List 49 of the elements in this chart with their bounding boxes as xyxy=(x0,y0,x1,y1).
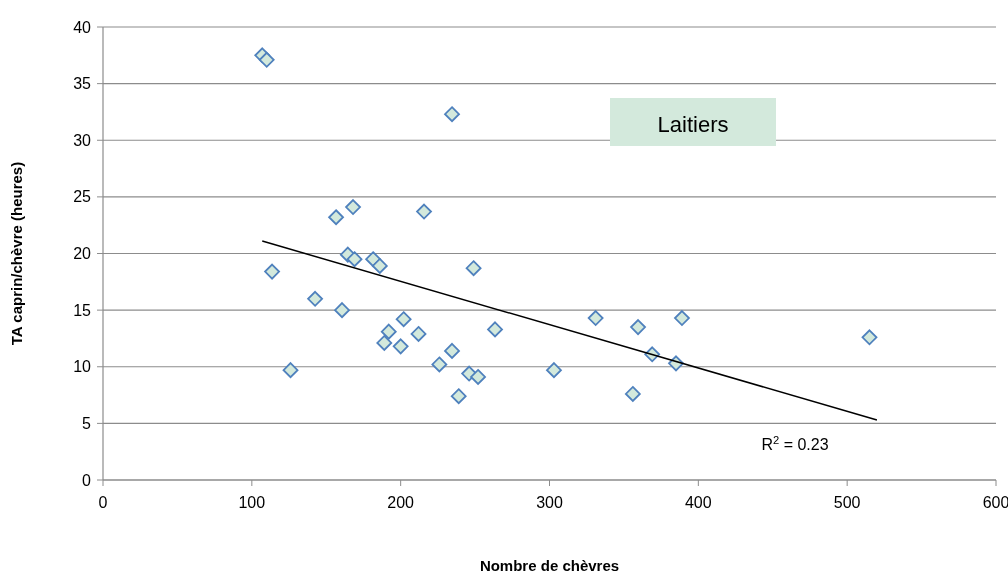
x-tick-label: 100 xyxy=(238,494,266,511)
point xyxy=(258,51,275,68)
x-tick-label: 500 xyxy=(833,494,861,511)
y-tick-label: 0 xyxy=(82,471,92,489)
point xyxy=(371,258,388,274)
point xyxy=(264,263,280,280)
point xyxy=(431,356,448,373)
x-tick-label: 300 xyxy=(536,494,563,511)
point xyxy=(444,342,460,359)
x-tick-label: 600 xyxy=(982,494,1008,511)
annotation: Laitiers xyxy=(657,112,729,137)
y-tick-label: 40 xyxy=(73,18,92,36)
point xyxy=(346,251,363,268)
point xyxy=(416,203,432,220)
point xyxy=(392,338,409,355)
point xyxy=(624,386,641,402)
point xyxy=(587,310,604,326)
point xyxy=(861,329,878,346)
point xyxy=(282,362,299,379)
point xyxy=(376,335,393,351)
point xyxy=(380,323,397,340)
y-tick-label: 25 xyxy=(73,188,92,206)
y-axis-title: TA caprin/chèvre (heures) xyxy=(8,161,25,346)
x-axis-title: Nombre de chèvres xyxy=(479,557,620,574)
point xyxy=(546,362,562,379)
point xyxy=(487,321,503,338)
point xyxy=(307,290,323,307)
point xyxy=(345,199,361,215)
text-box: Laitiers xyxy=(610,98,776,146)
x-tick-label: 200 xyxy=(387,494,415,511)
point xyxy=(444,106,460,123)
point xyxy=(334,302,350,319)
x-tick-label: 400 xyxy=(684,494,712,511)
point xyxy=(395,311,412,328)
y-tick-label: 20 xyxy=(73,245,92,263)
y-tick-label: 5 xyxy=(82,414,92,432)
x-tick-label: 0 xyxy=(98,494,108,511)
y-tick-label: 30 xyxy=(73,131,92,149)
y-tick-label: 35 xyxy=(73,75,92,93)
y-tick-label: 15 xyxy=(73,301,92,319)
y-tick-label: 10 xyxy=(73,358,92,376)
annotation: R$^{2}$ = 0.23 xyxy=(761,434,829,453)
point xyxy=(465,260,482,277)
point xyxy=(328,209,344,226)
point xyxy=(674,310,690,326)
point xyxy=(630,319,646,336)
point xyxy=(450,388,467,405)
point xyxy=(410,326,427,342)
point xyxy=(470,369,486,385)
